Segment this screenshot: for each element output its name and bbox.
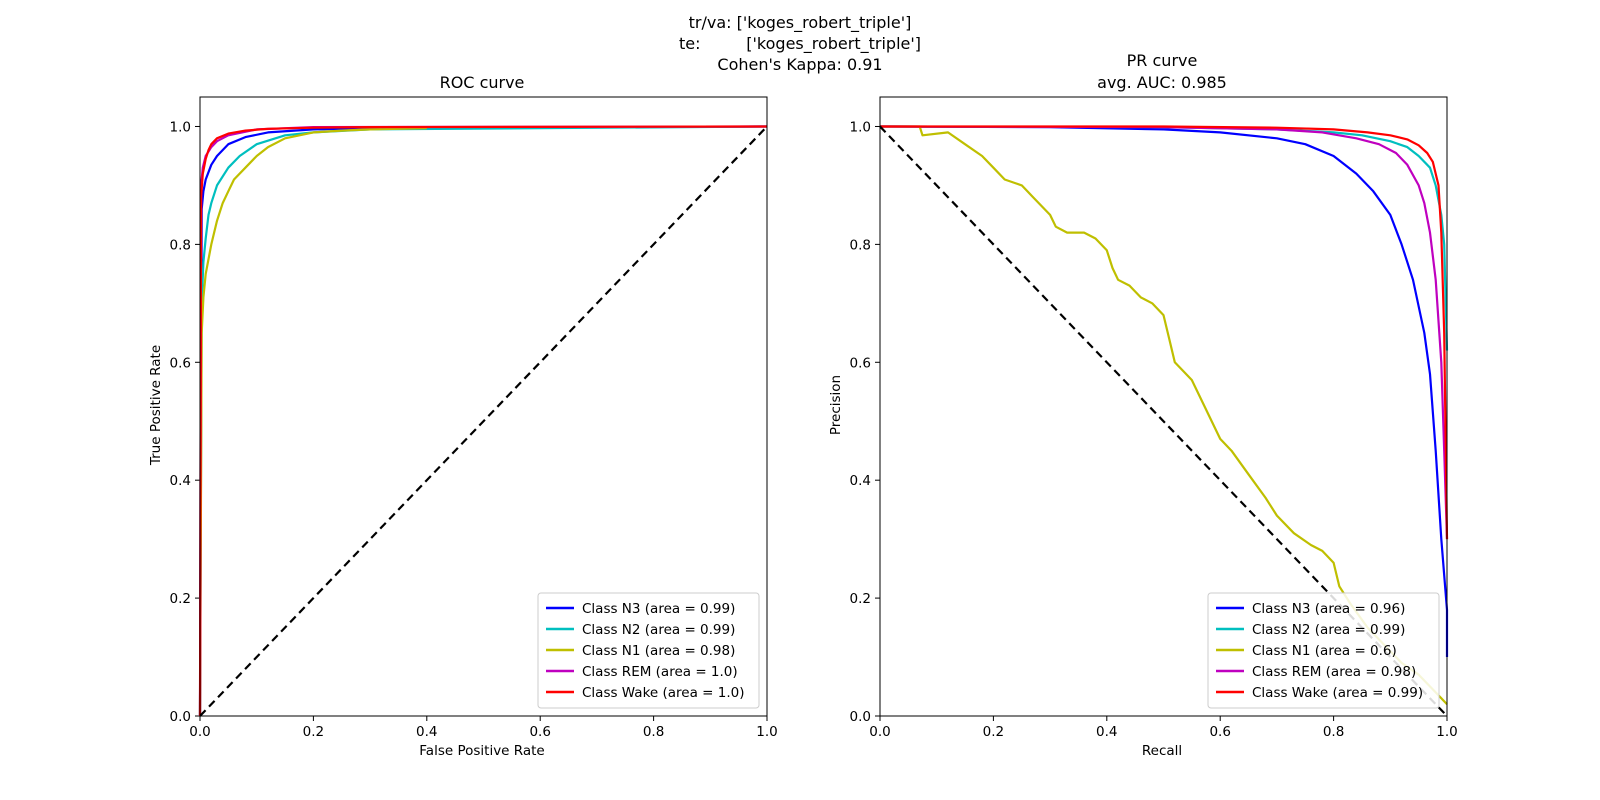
pr-xtick-label: 0.4 bbox=[1096, 724, 1117, 740]
pr-series-line-3 bbox=[879, 125, 1449, 540]
roc-ytick-label: 0.0 bbox=[170, 709, 191, 725]
roc-legend-label: Class N3 (area = 0.99) bbox=[582, 601, 735, 617]
pr-legend-label: Class N2 (area = 0.99) bbox=[1252, 622, 1405, 638]
pr-subtitle: avg. AUC: 0.985 bbox=[1097, 73, 1227, 92]
roc-axes-frame bbox=[199, 96, 768, 717]
pr-ytick-label: 0.2 bbox=[850, 591, 871, 607]
suptitle-line-3: Cohen's Kappa: 0.91 bbox=[717, 55, 882, 74]
roc-legend: Class N3 (area = 0.99) Class N2 (area = 0… bbox=[537, 592, 760, 709]
roc-xtick-label: 0.6 bbox=[529, 724, 550, 740]
roc-xtick-label: 0.4 bbox=[416, 724, 437, 740]
pr-legend-label: Class N3 (area = 0.96) bbox=[1252, 601, 1405, 617]
pr-ytick-label: 0.8 bbox=[850, 237, 871, 253]
roc-xtick-label: 0.0 bbox=[189, 724, 210, 740]
roc-legend-label: Class Wake (area = 1.0) bbox=[582, 685, 745, 701]
roc-reference-line bbox=[199, 125, 768, 717]
pr-xtick-label: 0.2 bbox=[983, 724, 1004, 740]
pr-chart: PR curve avg. AUC: 0.985 Recall Precisio… bbox=[828, 51, 1458, 759]
roc-series-line-2 bbox=[198, 127, 427, 717]
suptitle-line-1: tr/va: ['koges_robert_triple'] bbox=[689, 13, 912, 33]
roc-xtick-label: 0.2 bbox=[303, 724, 324, 740]
pr-series-line-0 bbox=[879, 125, 1449, 657]
roc-xtick-label: 1.0 bbox=[756, 724, 777, 740]
pr-legend: Class N3 (area = 0.96) Class N2 (area = 0… bbox=[1207, 592, 1440, 709]
pr-ytick-label: 1.0 bbox=[850, 119, 871, 135]
pr-xlabel: Recall bbox=[1142, 743, 1182, 759]
roc-xlabel: False Positive Rate bbox=[419, 743, 544, 759]
pr-ytick-label: 0.0 bbox=[850, 709, 871, 725]
pr-ytick-label: 0.6 bbox=[850, 355, 871, 371]
roc-ytick-label: 0.8 bbox=[170, 237, 191, 253]
pr-legend-label: Class REM (area = 0.98) bbox=[1252, 664, 1416, 680]
pr-ylabel: Precision bbox=[828, 375, 844, 435]
pr-xtick-label: 1.0 bbox=[1436, 724, 1457, 740]
roc-xtick-label: 0.8 bbox=[643, 724, 664, 740]
pr-series-line-2 bbox=[880, 125, 1448, 705]
pr-series-line-4 bbox=[880, 125, 1449, 540]
pr-legend-label: Class Wake (area = 0.99) bbox=[1252, 685, 1423, 701]
suptitle-line-2: te: ['koges_robert_triple'] bbox=[679, 34, 921, 54]
pr-legend-label: Class N1 (area = 0.6) bbox=[1252, 643, 1397, 659]
pr-xtick-label: 0.8 bbox=[1323, 724, 1344, 740]
roc-series-line-4 bbox=[198, 125, 768, 717]
pr-xtick-label: 0.0 bbox=[869, 724, 890, 740]
roc-legend-label: Class N2 (area = 0.99) bbox=[582, 622, 735, 638]
roc-title: ROC curve bbox=[440, 73, 525, 92]
roc-ytick-label: 0.4 bbox=[170, 473, 191, 489]
roc-chart: ROC curve False Positive Rate True Posit… bbox=[148, 73, 778, 759]
roc-ylabel: True Positive Rate bbox=[148, 345, 164, 466]
pr-axes-frame bbox=[879, 96, 1448, 717]
roc-ytick-label: 0.6 bbox=[170, 355, 191, 371]
roc-legend-label: Class REM (area = 1.0) bbox=[582, 664, 738, 680]
pr-title: PR curve bbox=[1127, 51, 1198, 70]
pr-ytick-label: 0.4 bbox=[850, 473, 871, 489]
roc-ytick-label: 0.2 bbox=[170, 591, 191, 607]
roc-legend-label: Class N1 (area = 0.98) bbox=[582, 643, 735, 659]
roc-ytick-label: 1.0 bbox=[170, 119, 191, 135]
pr-xtick-label: 0.6 bbox=[1209, 724, 1230, 740]
